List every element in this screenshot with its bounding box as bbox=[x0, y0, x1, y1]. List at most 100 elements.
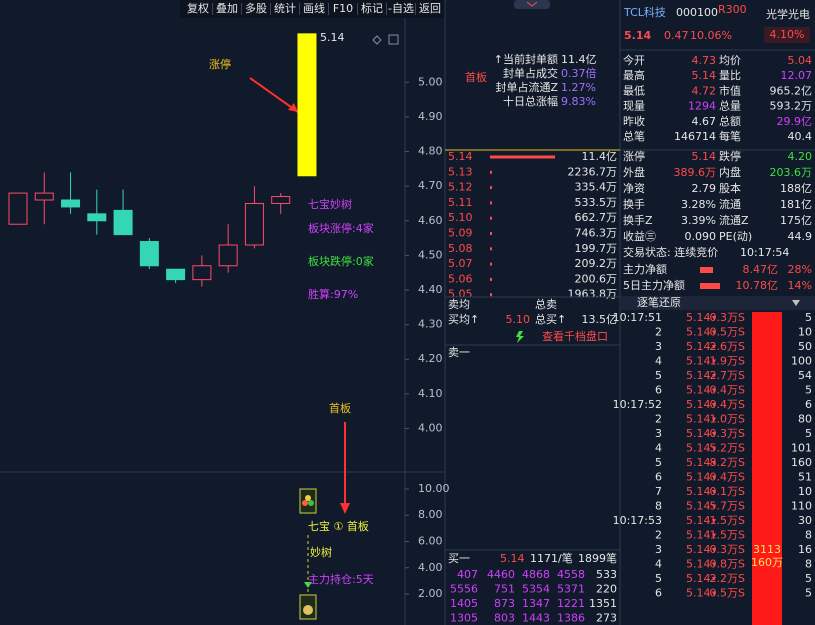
tick-price: 5.14 bbox=[686, 369, 711, 382]
indicator-label: 七宝 ① 首板 bbox=[308, 519, 369, 533]
tick-volume: 1.5万S bbox=[710, 514, 745, 527]
window-icon[interactable] bbox=[388, 34, 399, 45]
toolbar-button[interactable]: 返回 bbox=[419, 2, 441, 15]
queue-cell: 751 bbox=[494, 583, 515, 596]
seal-label: ↑当前封单额 bbox=[494, 52, 558, 66]
quote-value: 5.04 bbox=[788, 54, 813, 67]
arrowhead bbox=[340, 503, 350, 514]
queue-cell: 873 bbox=[494, 597, 515, 610]
tick-volume: 5.2万S bbox=[710, 442, 745, 455]
arrow bbox=[249, 77, 299, 113]
tick-volume: 1.9万S bbox=[710, 355, 745, 368]
icon-dot bbox=[303, 605, 313, 615]
filter-icon[interactable] bbox=[792, 300, 800, 306]
quote-label: 内盘 bbox=[719, 165, 741, 179]
tick-dir bbox=[712, 432, 716, 436]
tick-volume: 5.7万S bbox=[710, 500, 745, 513]
flow-pct: 28% bbox=[788, 263, 812, 276]
y-tick-label: 4.00 bbox=[418, 421, 443, 434]
quote-label: 量比 bbox=[719, 69, 741, 82]
tick-price: 5.14 bbox=[686, 587, 711, 600]
ask-price: 5.11 bbox=[448, 196, 473, 209]
tick-time: 6 bbox=[655, 471, 662, 484]
sector-name: 光学光电 bbox=[766, 7, 810, 21]
ask-volume: 11.4亿 bbox=[582, 150, 618, 163]
tick-dir bbox=[712, 330, 716, 335]
icon-dot bbox=[302, 500, 308, 506]
tick-price: 5.14 bbox=[686, 456, 711, 469]
quote-label: 均价 bbox=[719, 54, 741, 67]
icon-dot bbox=[308, 500, 314, 506]
ask-price: 5.12 bbox=[448, 181, 473, 194]
tick-time: 5 bbox=[655, 456, 662, 469]
tick-volume: 0.3万S bbox=[710, 427, 745, 440]
tick-count: 10 bbox=[798, 485, 812, 498]
indicator-label: 妙树 bbox=[310, 545, 332, 559]
toolbar-button[interactable]: -自选 bbox=[388, 2, 414, 15]
bar-label: 160万 bbox=[751, 556, 783, 569]
quote-label: 换手Z bbox=[623, 213, 653, 227]
tick-price: 5.14 bbox=[686, 398, 711, 411]
tick-price: 5.14 bbox=[686, 384, 711, 397]
queue-cell: 5354 bbox=[522, 583, 550, 596]
seal-label: 十日总涨幅 bbox=[503, 94, 558, 108]
flow-value: 8.47亿 bbox=[743, 263, 779, 276]
tick-price: 5.14 bbox=[686, 427, 711, 440]
toolbar-button[interactable]: 多股 bbox=[245, 1, 267, 15]
ask-price: 5.07 bbox=[448, 257, 473, 270]
tick-dir bbox=[712, 359, 716, 364]
queue-cell: 4868 bbox=[522, 568, 550, 581]
quote-label: 流通Z bbox=[719, 213, 749, 227]
y-tick-label: 4.50 bbox=[418, 248, 443, 261]
seal-label: 封单占流通Z bbox=[495, 80, 558, 94]
toolbar-button[interactable]: 复权 bbox=[187, 1, 209, 15]
toolbar-button[interactable]: 统计 bbox=[274, 2, 296, 15]
queue-cell: 220 bbox=[596, 583, 617, 596]
ask-price: 5.10 bbox=[448, 211, 473, 224]
quote-value: 175亿 bbox=[780, 214, 812, 227]
seal-value: 0.37倍 bbox=[561, 66, 597, 80]
tick-volume: 8.2万S bbox=[710, 456, 745, 469]
tick-volume: 0.4万S bbox=[710, 384, 745, 397]
queue-cell: 4558 bbox=[557, 568, 585, 581]
quote-label: 今开 bbox=[623, 53, 645, 67]
queue-cell: 407 bbox=[457, 568, 478, 581]
tick-time: 5 bbox=[655, 369, 662, 382]
y-tick-label: 4.80 bbox=[418, 145, 443, 158]
tick-price: 5.14 bbox=[686, 529, 711, 542]
tick-dir bbox=[712, 374, 716, 378]
candle-body bbox=[139, 241, 159, 267]
toolbar-button[interactable]: 画线 bbox=[303, 1, 325, 15]
depth-link[interactable]: 查看千档盘口 bbox=[542, 329, 608, 343]
quote-value: 389.6万 bbox=[674, 166, 717, 179]
arrowhead bbox=[288, 103, 298, 112]
toolbar-button[interactable]: 标记 bbox=[361, 1, 383, 15]
ask-volume: 662.7万 bbox=[575, 211, 618, 224]
ask-bar bbox=[490, 186, 492, 190]
quote-label: 昨收 bbox=[623, 114, 645, 128]
quote-value: 3.28% bbox=[681, 198, 716, 211]
y-tick-label: 8.00 bbox=[418, 508, 443, 521]
annotation: 涨停 bbox=[209, 57, 231, 71]
diamond-icon[interactable] bbox=[372, 35, 382, 45]
tick-dir bbox=[712, 446, 716, 451]
tick-volume: 0.4万S bbox=[710, 471, 745, 484]
ask-volume: 335.4万 bbox=[575, 181, 618, 194]
candle-body bbox=[271, 196, 291, 204]
tick-price: 5.14 bbox=[686, 558, 711, 571]
quote-value: 4.73 bbox=[692, 54, 717, 67]
tick-count: 54 bbox=[798, 369, 812, 382]
quote-label: 最低 bbox=[623, 84, 645, 97]
ask-bar bbox=[490, 247, 492, 251]
toolbar-button[interactable]: 叠加 bbox=[216, 2, 238, 15]
queue-cell: 5556 bbox=[450, 583, 478, 596]
tick-volume: 0.3万S bbox=[710, 543, 745, 556]
tick-price: 5.14 bbox=[686, 514, 711, 527]
queue-cell: 533 bbox=[596, 568, 617, 581]
sector-pct-bg bbox=[764, 27, 810, 43]
toolbar-button[interactable]: F10 bbox=[333, 2, 353, 15]
flow-label: 5日主力净额 bbox=[623, 278, 685, 292]
collapse-tab[interactable] bbox=[514, 0, 550, 9]
tick-time: 6 bbox=[655, 587, 662, 600]
